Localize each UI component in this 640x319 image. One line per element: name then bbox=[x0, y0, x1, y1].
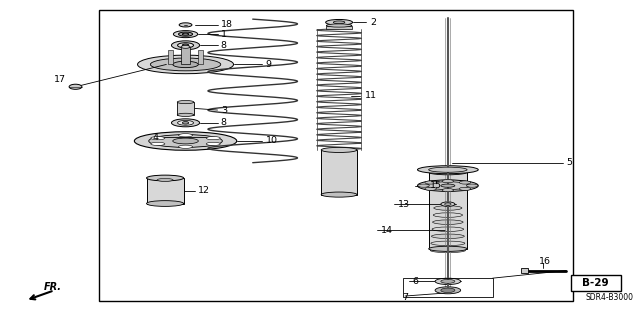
Text: 5: 5 bbox=[566, 158, 572, 167]
Ellipse shape bbox=[429, 167, 467, 172]
Ellipse shape bbox=[181, 46, 190, 48]
Bar bbox=[99, 10, 573, 301]
Ellipse shape bbox=[326, 24, 352, 27]
Text: 9: 9 bbox=[266, 60, 271, 69]
Text: 7: 7 bbox=[402, 293, 408, 302]
Ellipse shape bbox=[177, 113, 194, 116]
Ellipse shape bbox=[441, 288, 455, 293]
Text: 14: 14 bbox=[381, 226, 394, 235]
Ellipse shape bbox=[427, 182, 468, 189]
Text: 17: 17 bbox=[54, 75, 66, 84]
Text: 13: 13 bbox=[398, 200, 410, 209]
Ellipse shape bbox=[333, 21, 345, 24]
Bar bbox=[326, 26, 352, 29]
Ellipse shape bbox=[138, 55, 234, 74]
Ellipse shape bbox=[460, 187, 471, 190]
Ellipse shape bbox=[173, 61, 198, 68]
Text: 18: 18 bbox=[221, 20, 233, 29]
Ellipse shape bbox=[157, 179, 173, 181]
Ellipse shape bbox=[206, 137, 220, 140]
Ellipse shape bbox=[179, 32, 193, 36]
Text: 12: 12 bbox=[198, 186, 211, 195]
Ellipse shape bbox=[445, 203, 451, 205]
Ellipse shape bbox=[430, 248, 465, 253]
Bar bbox=[429, 172, 467, 249]
Ellipse shape bbox=[151, 137, 165, 140]
Ellipse shape bbox=[441, 202, 455, 206]
Ellipse shape bbox=[441, 184, 455, 187]
Ellipse shape bbox=[467, 184, 478, 187]
Ellipse shape bbox=[177, 43, 193, 48]
Text: B-29: B-29 bbox=[582, 278, 609, 288]
Ellipse shape bbox=[429, 170, 467, 175]
Ellipse shape bbox=[173, 31, 198, 38]
Text: 4: 4 bbox=[152, 133, 158, 142]
Ellipse shape bbox=[321, 192, 357, 197]
Ellipse shape bbox=[417, 180, 478, 191]
Text: 11: 11 bbox=[365, 91, 377, 100]
Ellipse shape bbox=[429, 246, 467, 251]
Ellipse shape bbox=[326, 19, 353, 25]
Bar bbox=[198, 50, 204, 64]
Text: 1: 1 bbox=[221, 30, 227, 39]
Bar bbox=[321, 150, 357, 195]
Bar bbox=[168, 50, 173, 64]
Text: 8: 8 bbox=[221, 118, 227, 127]
Ellipse shape bbox=[425, 187, 436, 190]
Ellipse shape bbox=[148, 135, 222, 147]
FancyBboxPatch shape bbox=[571, 275, 621, 291]
Text: 10: 10 bbox=[266, 137, 278, 145]
Ellipse shape bbox=[151, 142, 165, 145]
Ellipse shape bbox=[431, 234, 464, 239]
Text: 8: 8 bbox=[221, 41, 227, 50]
Ellipse shape bbox=[182, 44, 189, 47]
Ellipse shape bbox=[321, 147, 357, 152]
Bar bbox=[177, 102, 194, 115]
Text: FR.: FR. bbox=[44, 282, 61, 292]
Bar bbox=[147, 178, 184, 204]
Ellipse shape bbox=[173, 138, 198, 144]
Text: SDR4-B3000: SDR4-B3000 bbox=[585, 293, 633, 302]
Ellipse shape bbox=[441, 279, 455, 283]
Ellipse shape bbox=[417, 166, 478, 174]
Ellipse shape bbox=[179, 145, 193, 148]
Bar bbox=[403, 278, 493, 297]
Ellipse shape bbox=[172, 41, 200, 50]
Text: 6: 6 bbox=[413, 277, 419, 286]
Ellipse shape bbox=[177, 120, 193, 125]
Text: 16: 16 bbox=[539, 257, 550, 266]
Ellipse shape bbox=[435, 287, 461, 294]
Ellipse shape bbox=[434, 206, 462, 210]
Ellipse shape bbox=[69, 84, 82, 89]
Ellipse shape bbox=[435, 278, 461, 285]
Ellipse shape bbox=[433, 213, 463, 217]
Ellipse shape bbox=[433, 220, 463, 224]
Ellipse shape bbox=[172, 119, 200, 127]
Ellipse shape bbox=[147, 201, 184, 206]
Ellipse shape bbox=[179, 134, 193, 137]
Ellipse shape bbox=[177, 100, 194, 104]
Bar bbox=[181, 47, 190, 64]
Text: 3: 3 bbox=[221, 106, 227, 115]
Ellipse shape bbox=[182, 122, 189, 124]
Text: 2: 2 bbox=[370, 18, 376, 27]
Ellipse shape bbox=[150, 58, 221, 71]
Ellipse shape bbox=[147, 175, 184, 181]
Bar bbox=[521, 268, 529, 273]
Ellipse shape bbox=[425, 181, 436, 184]
Ellipse shape bbox=[442, 180, 454, 183]
Ellipse shape bbox=[442, 189, 454, 192]
Ellipse shape bbox=[206, 142, 220, 145]
Text: 15: 15 bbox=[430, 181, 442, 190]
Bar bbox=[438, 208, 458, 250]
Ellipse shape bbox=[418, 184, 429, 187]
Ellipse shape bbox=[431, 241, 465, 246]
Ellipse shape bbox=[179, 23, 192, 27]
Ellipse shape bbox=[432, 227, 464, 232]
Ellipse shape bbox=[182, 33, 189, 35]
Ellipse shape bbox=[460, 181, 471, 184]
Ellipse shape bbox=[134, 132, 237, 150]
